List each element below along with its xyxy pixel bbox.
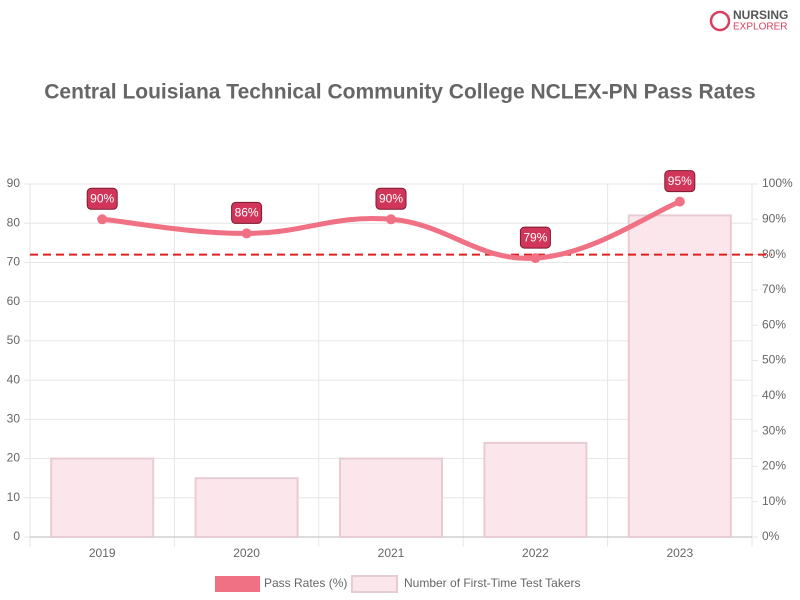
- value-label: 90%: [379, 191, 403, 205]
- y2-tick-label: 10%: [762, 494, 786, 508]
- x-tick-label: 2023: [666, 546, 693, 560]
- value-label: 90%: [90, 191, 114, 205]
- y-tick-label: 50: [7, 333, 21, 347]
- y-tick-label: 30: [7, 412, 21, 426]
- value-label: 95%: [668, 174, 692, 188]
- y-tick-label: 60: [7, 294, 21, 308]
- y2-tick-label: 90%: [762, 211, 786, 225]
- y2-tick-label: 40%: [762, 388, 786, 402]
- y-tick-label: 90: [7, 176, 21, 190]
- x-tick-label: 2022: [522, 546, 549, 560]
- value-label-box: [375, 187, 407, 210]
- x-tick-label: 2020: [233, 546, 260, 560]
- y-tick-label: 40: [7, 372, 21, 386]
- value-label: 86%: [235, 206, 259, 220]
- y-tick-label: 10: [7, 490, 21, 504]
- bar: [627, 214, 732, 538]
- y2-tick-label: 60%: [762, 317, 786, 331]
- bar: [194, 477, 299, 538]
- y2-tick-label: 100%: [762, 176, 793, 190]
- point: [386, 214, 396, 225]
- y-tick-label: 0: [13, 529, 20, 543]
- value-label-box: [231, 201, 263, 224]
- x-tick-label: 2021: [378, 546, 405, 560]
- line: [101, 199, 681, 261]
- y-tick-label: 70: [7, 255, 21, 269]
- y2-tick-label: 70%: [762, 282, 786, 296]
- y2-tick-label: 0%: [762, 529, 780, 543]
- logo-line: NURSING: [733, 8, 788, 22]
- value-label-box: [664, 170, 696, 193]
- chart-title: Central Louisiana Technical Community Co…: [44, 81, 755, 104]
- value-label: 79%: [523, 230, 547, 244]
- y-tick-label: 20: [7, 451, 21, 465]
- logo-line: EXPLORER: [733, 22, 787, 33]
- point: [674, 196, 685, 207]
- value-label-box: [519, 226, 551, 249]
- point: [530, 253, 541, 264]
- y-tick-label: 80: [7, 215, 21, 229]
- logo-icon: [709, 10, 731, 32]
- legend-swatch[interactable]: [215, 576, 260, 592]
- bar: [50, 457, 155, 538]
- logo: NURSING EXPLORER: [709, 8, 788, 33]
- x-tick-label: 2019: [89, 546, 116, 560]
- y2-tick-label: 50%: [762, 353, 786, 367]
- point: [97, 214, 108, 225]
- value-label-box: [86, 187, 118, 210]
- point: [241, 228, 252, 239]
- y2-tick-label: 20%: [762, 459, 786, 473]
- y2-tick-label: 80%: [762, 247, 786, 261]
- bar: [339, 457, 443, 538]
- legend-label[interactable]: Pass Rates (%): [264, 576, 347, 590]
- legend-label[interactable]: Number of First-Time Test Takers: [404, 576, 580, 590]
- bar: [483, 441, 588, 538]
- y2-tick-label: 30%: [762, 423, 786, 437]
- legend-swatch[interactable]: [351, 575, 398, 593]
